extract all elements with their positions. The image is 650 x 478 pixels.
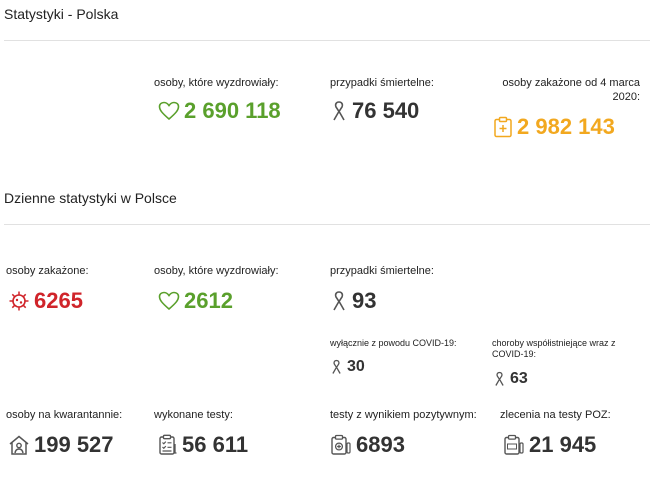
deaths-covid-only-stat: 30 bbox=[330, 357, 365, 377]
tests-stat: 56 611 bbox=[158, 432, 248, 458]
daily-deaths-stat: 93 bbox=[330, 288, 376, 314]
poz-orders-value: 21 945 bbox=[529, 432, 597, 457]
poland-infected-value: 2 982 143 bbox=[517, 114, 615, 139]
daily-infected-stat: 6265 bbox=[8, 288, 83, 314]
section-title-poland: Statystyki - Polska bbox=[4, 6, 119, 22]
positive-tests-stat: 6893 bbox=[330, 432, 405, 458]
poz-clipboard-icon bbox=[503, 434, 525, 456]
poz-orders-label: zlecenia na testy POZ: bbox=[500, 409, 611, 421]
quarantine-label: osoby na kwarantannie: bbox=[6, 409, 123, 421]
poland-infected-stat: 2 982 143 bbox=[493, 114, 615, 140]
medical-clipboard-icon bbox=[493, 116, 513, 138]
daily-recovered-label: osoby, które wyzdrowiały: bbox=[154, 265, 279, 277]
positive-tests-value: 6893 bbox=[356, 432, 405, 457]
divider bbox=[4, 40, 650, 41]
poland-deaths-label: przypadki śmiertelne: bbox=[330, 77, 434, 89]
deaths-comorbid-label: choroby współistniejące wraz z COVID-19: bbox=[492, 338, 616, 359]
poland-recovered-stat: 2 690 118 bbox=[158, 98, 281, 124]
tests-label: wykonane testy: bbox=[154, 409, 233, 421]
deaths-comorbid-value: 63 bbox=[510, 370, 528, 387]
poland-deaths-stat: 76 540 bbox=[330, 98, 419, 124]
poland-recovered-label: osoby, które wyzdrowiały: bbox=[154, 77, 279, 89]
ribbon-icon bbox=[330, 290, 348, 312]
daily-recovered-stat: 2612 bbox=[158, 288, 233, 314]
tests-value: 56 611 bbox=[182, 432, 249, 457]
heart-icon bbox=[158, 291, 180, 311]
daily-deaths-value: 93 bbox=[352, 288, 377, 313]
ribbon-icon bbox=[330, 100, 348, 122]
daily-infected-value: 6265 bbox=[34, 288, 83, 313]
daily-infected-label: osoby zakażone: bbox=[6, 265, 89, 277]
poz-orders-stat: 21 945 bbox=[503, 432, 596, 458]
poland-deaths-value: 76 540 bbox=[352, 98, 420, 123]
quarantine-value: 199 527 bbox=[34, 432, 114, 457]
checklist-icon bbox=[158, 434, 178, 456]
daily-recovered-value: 2612 bbox=[184, 288, 233, 313]
deaths-covid-only-label: wyłącznie z powodu COVID-19: bbox=[330, 338, 457, 348]
deaths-comorbid-stat: 63 bbox=[493, 369, 528, 389]
divider bbox=[4, 224, 650, 225]
section-title-daily: Dzienne statystyki w Polsce bbox=[4, 190, 177, 206]
deaths-covid-only-value: 30 bbox=[347, 358, 365, 375]
house-person-icon bbox=[8, 434, 30, 456]
poland-recovered-value: 2 690 118 bbox=[184, 98, 281, 123]
heart-icon bbox=[158, 101, 180, 121]
poland-infected-label: osoby zakażone od 4 marca 2020: bbox=[502, 77, 640, 103]
ribbon-icon bbox=[330, 359, 343, 375]
quarantine-stat: 199 527 bbox=[8, 432, 114, 458]
virus-icon bbox=[8, 290, 30, 312]
positive-test-icon bbox=[330, 434, 352, 456]
ribbon-icon bbox=[493, 371, 506, 387]
daily-deaths-label: przypadki śmiertelne: bbox=[330, 265, 434, 277]
positive-tests-label: testy z wynikiem pozytywnym: bbox=[330, 409, 477, 421]
